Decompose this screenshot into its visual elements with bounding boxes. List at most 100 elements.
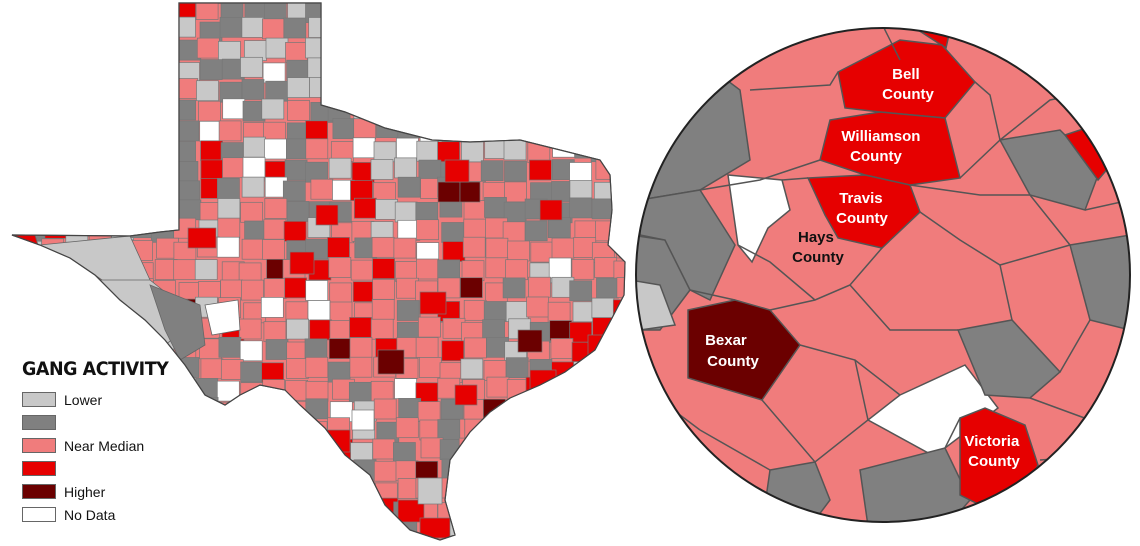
- county-cell: [481, 121, 505, 143]
- county-cell: [569, 79, 592, 101]
- county-cell: [12, 201, 25, 223]
- williamson-county: [819, 111, 961, 186]
- county-cell: [463, 218, 487, 240]
- county-cell: [439, 439, 463, 460]
- county-cell: [130, 100, 153, 121]
- county-cell: [90, 18, 113, 39]
- county-cell: [614, 38, 625, 60]
- county-cell: [43, 181, 67, 203]
- county-cell: [329, 500, 353, 522]
- county-cell: [41, 120, 64, 141]
- legend-item: No Data: [22, 503, 222, 526]
- county-cell: [506, 441, 530, 462]
- county-cell: [396, 137, 419, 159]
- county-cell: [614, 458, 625, 480]
- county-cell: [21, 40, 45, 62]
- county-cell: [12, 318, 24, 340]
- county-cell: [328, 58, 352, 79]
- county-cell: [458, 462, 482, 483]
- county-cell: [262, 18, 285, 40]
- county-cell: [241, 542, 263, 546]
- county-cell: [419, 291, 447, 315]
- county-cell: [41, 96, 65, 118]
- bexar-county-label: Bexar County: [705, 332, 759, 370]
- county-cell: [616, 237, 625, 259]
- county-cell: [287, 100, 310, 121]
- county-cell: [262, 518, 285, 540]
- county-cell: [109, 182, 133, 204]
- county-cell: [243, 136, 266, 158]
- county-cell: [12, 139, 22, 160]
- county-cell: [613, 3, 625, 20]
- county-cell: [442, 3, 466, 20]
- county-cell: [304, 421, 328, 443]
- county-cell: [89, 122, 113, 144]
- county-cell: [349, 519, 372, 540]
- county-cell: [592, 360, 616, 382]
- county-cell: [241, 238, 265, 260]
- legend-swatch: [22, 484, 56, 499]
- county-cell: [12, 181, 21, 202]
- county-cell: [569, 440, 593, 461]
- county-cell: [350, 482, 374, 503]
- county-cell: [505, 357, 529, 379]
- county-cell: [85, 78, 109, 100]
- travis-county-label: Travis County: [836, 190, 888, 227]
- county-cell: [216, 236, 240, 258]
- county-cell: [437, 17, 460, 38]
- county-cell: [351, 541, 373, 546]
- county-cell: [504, 480, 528, 501]
- county-cell: [45, 159, 68, 181]
- county-cell: [111, 538, 135, 540]
- legend-item: Higher: [22, 480, 222, 503]
- county-cell: [67, 541, 89, 546]
- county-cell: [482, 38, 506, 59]
- county-cell: [550, 422, 574, 444]
- county-cell: [460, 277, 483, 299]
- county-cell: [417, 401, 441, 422]
- county-cell: [264, 138, 287, 160]
- county-cell: [12, 301, 23, 323]
- county-cell: [507, 101, 530, 123]
- county-cell: [307, 300, 331, 321]
- county-cell: [415, 337, 439, 358]
- victoria-county-label: Victoria County: [965, 433, 1024, 470]
- legend-label: No Data: [64, 506, 116, 523]
- hays-county-label: Hays County: [792, 229, 844, 266]
- county-cell: [392, 59, 416, 81]
- legend-swatch: [22, 438, 56, 453]
- county-cell: [150, 3, 174, 23]
- legend-label: Higher: [64, 483, 106, 500]
- county-cell: [616, 277, 625, 298]
- inset-circle-border: [635, 27, 1131, 523]
- county-cell: [288, 422, 311, 443]
- county-cell: [353, 459, 377, 481]
- county-cell: [328, 39, 351, 60]
- county-cell: [305, 481, 329, 502]
- county-cell: [284, 159, 308, 181]
- county-cell: [84, 97, 108, 119]
- county-cell: [372, 278, 395, 300]
- county-cell: [527, 497, 551, 518]
- county-cell: [66, 279, 90, 301]
- county-cell: [286, 59, 310, 81]
- county-cell: [222, 98, 246, 120]
- county-cell: [218, 41, 241, 62]
- county-cell: [41, 339, 65, 360]
- county-cell: [639, 0, 661, 19]
- county-cell: [528, 482, 552, 504]
- county-cell: [198, 100, 221, 122]
- county-cell: [396, 300, 420, 321]
- legend-label: Near Median: [64, 437, 145, 454]
- map-legend: GANG ACTIVITY Lower Near Median Higher No D…: [22, 358, 222, 526]
- county-cell: [596, 60, 620, 81]
- county-cell: [502, 277, 526, 299]
- county-cell: [591, 117, 615, 139]
- county-cell: [414, 60, 438, 82]
- county-cell: [262, 438, 286, 460]
- county-cell: [19, 117, 43, 138]
- county-cell: [240, 361, 264, 383]
- county-cell: [108, 160, 131, 182]
- county-cell: [437, 58, 460, 80]
